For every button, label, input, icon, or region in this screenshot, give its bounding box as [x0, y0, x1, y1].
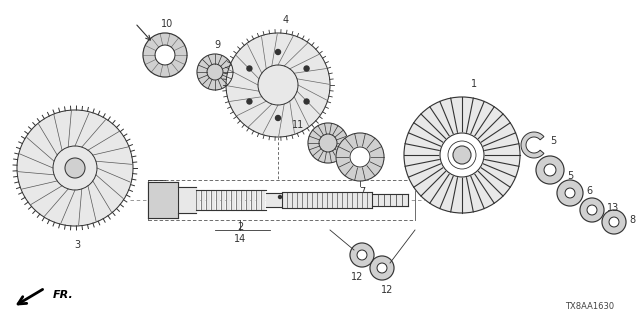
- Text: 11: 11: [292, 120, 304, 130]
- Text: 2: 2: [237, 222, 243, 232]
- Text: TX8AA1630: TX8AA1630: [565, 302, 614, 311]
- Circle shape: [377, 263, 387, 273]
- Text: 12: 12: [351, 272, 363, 282]
- Circle shape: [308, 123, 348, 163]
- Circle shape: [350, 243, 374, 267]
- Circle shape: [143, 33, 187, 77]
- Circle shape: [609, 217, 619, 227]
- Circle shape: [357, 250, 367, 260]
- Text: 5: 5: [550, 136, 556, 146]
- Circle shape: [247, 99, 252, 104]
- Circle shape: [226, 33, 330, 137]
- Text: FR.: FR.: [53, 290, 74, 300]
- Circle shape: [557, 180, 583, 206]
- Text: 14: 14: [234, 234, 246, 244]
- Text: 7: 7: [359, 187, 365, 197]
- Circle shape: [275, 50, 280, 54]
- Circle shape: [404, 97, 520, 213]
- Text: 13: 13: [607, 203, 620, 213]
- Circle shape: [565, 188, 575, 198]
- Circle shape: [602, 210, 626, 234]
- Text: 10: 10: [161, 19, 173, 29]
- Circle shape: [304, 66, 309, 71]
- Circle shape: [453, 146, 471, 164]
- Circle shape: [370, 256, 394, 280]
- Text: 5: 5: [567, 171, 573, 181]
- Text: 12: 12: [381, 285, 393, 295]
- Circle shape: [65, 158, 85, 178]
- Circle shape: [544, 164, 556, 176]
- Circle shape: [350, 147, 370, 167]
- Text: 8: 8: [629, 215, 635, 225]
- Circle shape: [275, 116, 280, 121]
- Text: 3: 3: [74, 240, 80, 250]
- Circle shape: [304, 99, 309, 104]
- Text: 6: 6: [586, 186, 592, 196]
- Circle shape: [247, 66, 252, 71]
- Circle shape: [197, 54, 233, 90]
- Circle shape: [440, 133, 484, 177]
- Circle shape: [336, 133, 384, 181]
- Circle shape: [278, 196, 282, 198]
- Circle shape: [536, 156, 564, 184]
- Circle shape: [580, 198, 604, 222]
- Polygon shape: [521, 132, 544, 158]
- Text: 9: 9: [214, 40, 220, 50]
- Circle shape: [587, 205, 597, 215]
- Text: 1: 1: [471, 79, 477, 89]
- Circle shape: [155, 45, 175, 65]
- Text: 4: 4: [283, 15, 289, 25]
- Circle shape: [17, 110, 133, 226]
